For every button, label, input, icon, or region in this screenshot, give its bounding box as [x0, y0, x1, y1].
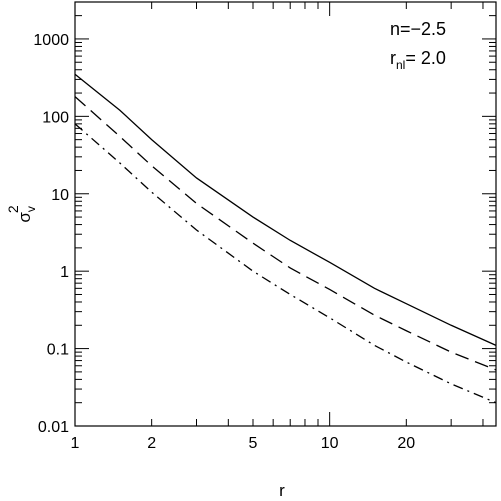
- y-tick-label: 10: [51, 187, 69, 204]
- series-group: [74, 73, 497, 404]
- annotation-rnl: rnl= 2.0: [390, 48, 446, 72]
- annotation-n: n=−2.5: [390, 19, 446, 39]
- x-tick-label: 5: [249, 435, 258, 452]
- y-tick-label: 0.01: [38, 419, 69, 436]
- series-line-solid: [74, 73, 497, 346]
- x-tick-label: 20: [397, 435, 415, 452]
- y-axis-label-sup: 2: [5, 205, 21, 213]
- x-tick-label: 1: [71, 435, 80, 452]
- y-tick-label: 100: [42, 109, 69, 126]
- series-line-dashdot: [74, 123, 497, 404]
- annotation-rnl-rest: = 2.0: [405, 48, 446, 68]
- y-axis-label: σv2: [5, 205, 38, 223]
- ticks: [74, 1, 496, 427]
- x-tick-label: 10: [321, 435, 339, 452]
- series-line-dashed: [74, 96, 497, 371]
- y-tick-label: 1: [60, 264, 69, 281]
- annotation-rnl-sub: nl: [396, 58, 405, 72]
- x-axis-label: r: [279, 481, 285, 500]
- tick-labels: 1 2 5 10 20 0.01 0.1 1 10 100 1000: [33, 32, 415, 452]
- y-axis-label-base: σ: [15, 212, 34, 223]
- y-tick-label: 0.1: [47, 342, 69, 359]
- svg-text:σv2: σv2: [5, 205, 38, 223]
- y-axis-label-sub: v: [24, 206, 38, 212]
- annotation-rnl-base: r: [390, 48, 396, 68]
- y-tick-label: 1000: [33, 32, 69, 49]
- x-tick-label: 2: [147, 435, 156, 452]
- plot-frame: [74, 1, 497, 427]
